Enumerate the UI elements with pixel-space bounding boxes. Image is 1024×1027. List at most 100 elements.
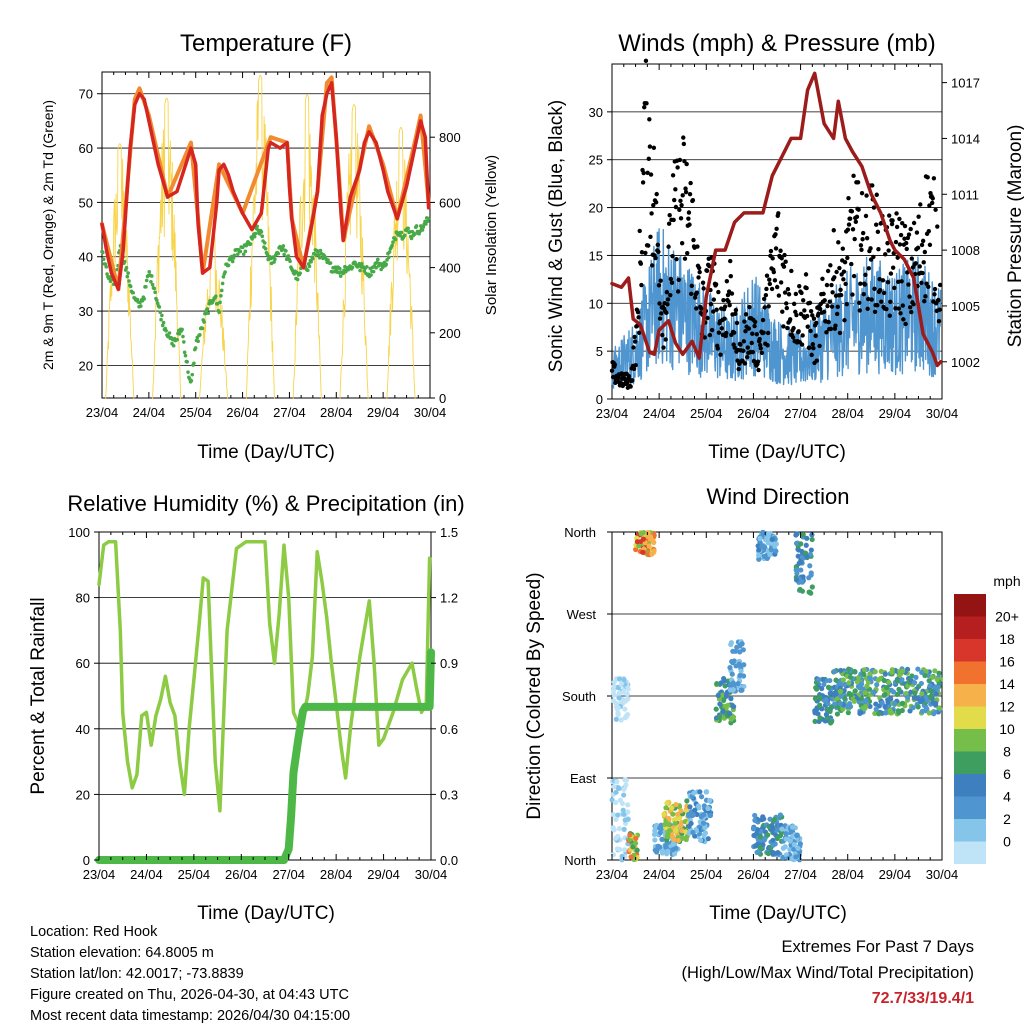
humidity-panel: Relative Humidity (%) & Precipitation (i… (28, 491, 465, 924)
gust-point (647, 117, 652, 122)
gust-point (745, 345, 750, 350)
gust-point (825, 268, 831, 274)
direction-point (831, 668, 838, 675)
wind-direction-xlabel: Time (Day/UTC) (709, 903, 847, 924)
direction-point (889, 667, 895, 673)
gust-point (877, 288, 883, 293)
direction-point (861, 671, 867, 677)
dewpoint-point (214, 294, 218, 299)
direction-point (628, 854, 634, 860)
direction-point (687, 804, 693, 810)
gust-point (871, 254, 876, 260)
direction-point (765, 832, 771, 838)
x-tick-label: 23/04 (596, 406, 629, 421)
direction-point (669, 805, 675, 811)
direction-point (848, 692, 854, 698)
gust-point (675, 165, 680, 170)
gust-point (655, 242, 661, 248)
direction-point (716, 714, 722, 720)
recent-timestamp: Most recent data timestamp: 2026/04/30 0… (30, 1008, 351, 1024)
gust-point (711, 297, 717, 302)
gust-point (665, 297, 671, 302)
y-tick-label-right: 1002 (951, 355, 980, 370)
gust-point (790, 335, 796, 340)
direction-point (727, 665, 733, 671)
direction-point (730, 648, 736, 654)
gust-point (845, 227, 851, 232)
gust-point (853, 219, 859, 225)
gust-point (692, 295, 698, 300)
gust-point (875, 229, 881, 235)
direction-point (613, 816, 619, 822)
gust-point (892, 285, 897, 291)
dewpoint-point (421, 225, 426, 229)
dewpoint-point (190, 372, 195, 377)
direction-point (935, 684, 941, 690)
direction-point (879, 700, 885, 706)
direction-point (662, 843, 669, 849)
y-tick-label: 25 (589, 153, 603, 168)
dewpoint-point (218, 300, 222, 305)
direction-point (870, 689, 876, 696)
dewpoint-point (101, 250, 105, 255)
direction-point (845, 710, 851, 716)
gust-point (807, 300, 813, 305)
y-tick-label: 60 (79, 141, 93, 156)
gust-point (903, 321, 908, 327)
direction-point (727, 711, 733, 717)
direction-point (634, 539, 640, 545)
direction-point (731, 704, 737, 710)
gust-point (646, 243, 651, 248)
gust-point (834, 269, 839, 275)
temperature-panel: Temperature (F) 23/04 24/04 25/04 26/04 27/0… (40, 30, 500, 463)
gust-point (750, 349, 756, 355)
direction-point (794, 531, 800, 537)
direction-point (759, 543, 766, 549)
gust-point (664, 310, 669, 315)
direction-point (755, 552, 762, 558)
dewpoint-point (371, 269, 376, 274)
direction-point (616, 785, 622, 792)
gust-point (829, 282, 834, 288)
gust-point (700, 280, 706, 285)
direction-point (730, 687, 736, 693)
direction-point (735, 681, 741, 687)
dewpoint-point (171, 343, 176, 348)
temperature-ylabel-right: Solar Insolation (Yellow) (483, 155, 500, 315)
x-tick-label: 24/04 (643, 406, 676, 421)
x-tick-label: 26/04 (226, 405, 259, 420)
direction-point (621, 677, 627, 683)
direction-point (767, 816, 773, 822)
direction-point (904, 695, 911, 701)
gust-point (761, 296, 767, 302)
gust-point (785, 325, 790, 331)
humidity-grid (99, 531, 431, 861)
colorbar-swatch (954, 706, 986, 729)
gust-point (773, 246, 779, 251)
direction-point (624, 691, 630, 697)
gust-point (643, 250, 648, 256)
dewpoint-point (338, 266, 342, 271)
dewpoint-point (186, 370, 190, 374)
gust-point (696, 265, 702, 271)
direction-point (812, 696, 819, 702)
gust-point (884, 306, 889, 312)
gust-point (840, 246, 846, 251)
gust-point (691, 237, 696, 243)
dewpoint-point (144, 285, 148, 289)
direction-point (739, 641, 745, 647)
x-tick-label: 30/04 (926, 867, 959, 882)
gust-point (872, 286, 877, 291)
solar-insolation-line (105, 143, 135, 399)
gust-point (888, 299, 893, 305)
temperature-ticks: 23/04 24/04 25/04 26/04 27/04 28/04 29/04 30/04… (79, 72, 461, 420)
x-tick-label: 25/04 (690, 406, 723, 421)
direction-point (663, 805, 669, 811)
colorbar-label: 18 (999, 631, 1015, 647)
direction-point (728, 696, 734, 702)
direction-point (621, 826, 627, 832)
dewpoint-point (159, 317, 163, 322)
direction-point (922, 672, 928, 679)
dewpoint-point (326, 258, 330, 262)
dewpoint-point (126, 271, 130, 275)
